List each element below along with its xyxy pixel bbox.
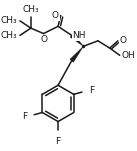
Text: OH: OH xyxy=(122,51,135,60)
Text: O: O xyxy=(40,35,47,44)
Text: F: F xyxy=(22,112,27,121)
Text: F: F xyxy=(89,86,94,95)
Polygon shape xyxy=(70,46,83,62)
Text: CH₃: CH₃ xyxy=(22,5,39,14)
Text: O: O xyxy=(52,11,59,20)
Text: F: F xyxy=(55,137,61,146)
Text: CH₃: CH₃ xyxy=(1,31,17,40)
Polygon shape xyxy=(70,34,83,46)
Text: NH: NH xyxy=(73,31,86,40)
Text: O: O xyxy=(120,36,127,45)
Text: CH₃: CH₃ xyxy=(1,16,17,25)
